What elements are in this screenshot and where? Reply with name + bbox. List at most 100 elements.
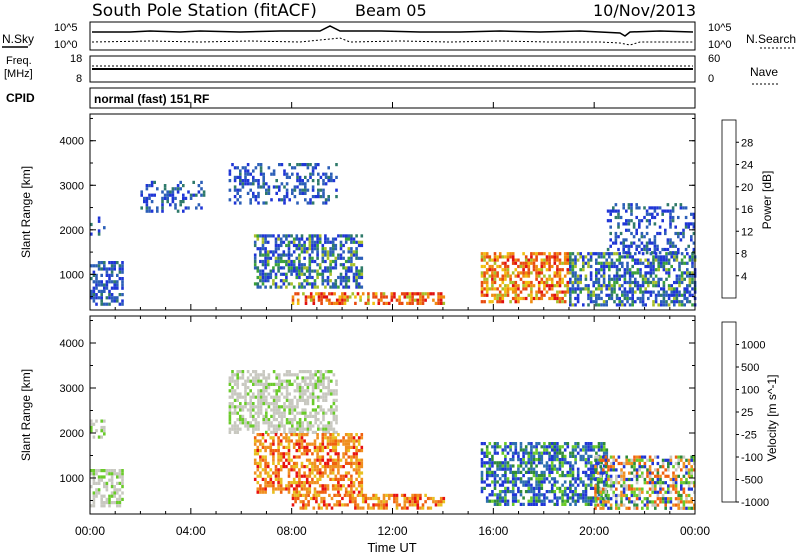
echo-cell xyxy=(625,455,628,459)
echo-cell xyxy=(639,300,642,304)
echo-cell xyxy=(633,458,636,462)
echo-cell xyxy=(558,280,562,285)
echo-cell xyxy=(92,296,96,300)
echo-cell xyxy=(579,493,583,497)
echo-cell xyxy=(277,237,280,241)
echo-cell xyxy=(357,458,361,462)
echo-cell xyxy=(635,455,639,459)
echo-cell xyxy=(291,298,295,302)
echo-cell xyxy=(582,268,585,272)
echo-region xyxy=(90,469,124,508)
echo-cell xyxy=(350,256,353,260)
echo-cell xyxy=(291,411,294,415)
echo-cell xyxy=(306,386,310,390)
echo-cell xyxy=(644,264,647,269)
echo-cell xyxy=(646,490,649,494)
echo-cell xyxy=(259,169,263,173)
echo-cell xyxy=(277,247,280,251)
echo-cell xyxy=(654,455,657,459)
echo-cell xyxy=(535,252,538,256)
echo-cell xyxy=(282,259,286,264)
echo-cell xyxy=(571,271,575,275)
echo-cell xyxy=(246,182,250,186)
echo-cell xyxy=(587,442,590,446)
echo-cell xyxy=(584,490,588,494)
echo-cell xyxy=(625,238,628,242)
echo-cell xyxy=(269,452,273,456)
echo-cell xyxy=(519,458,523,462)
echo-cell xyxy=(314,370,317,374)
echo-cell xyxy=(347,439,351,443)
echo-cell xyxy=(294,496,297,501)
echo-cell xyxy=(121,497,124,501)
echo-cell xyxy=(343,298,347,302)
echo-cell xyxy=(395,503,399,507)
echo-cell xyxy=(656,468,660,472)
echo-cell xyxy=(244,418,247,422)
echo-cell xyxy=(674,474,678,478)
echo-cell xyxy=(252,191,255,195)
echo-cell xyxy=(509,467,512,471)
echo-cell xyxy=(295,465,299,469)
echo-cell xyxy=(262,389,265,393)
echo-cell xyxy=(622,474,626,478)
echo-cell xyxy=(680,455,683,459)
echo-cell xyxy=(306,430,310,434)
echo-cell xyxy=(680,274,684,278)
echo-cell xyxy=(372,496,375,501)
echo-cell xyxy=(501,483,505,487)
echo-cell xyxy=(390,292,394,296)
echo-cell xyxy=(300,282,304,286)
echo-cell xyxy=(488,483,492,487)
echo-cell xyxy=(301,424,304,428)
echo-cell xyxy=(249,198,252,202)
echo-cell xyxy=(360,275,364,280)
echo-cell xyxy=(669,251,672,255)
echo-cell xyxy=(690,481,693,485)
echo-cell xyxy=(640,235,644,239)
echo-cell xyxy=(527,264,531,269)
echo-cell xyxy=(609,244,612,248)
echo-cell xyxy=(317,163,320,167)
echo-cell xyxy=(653,235,657,239)
echo-cell xyxy=(282,445,286,449)
echo-cell xyxy=(628,500,631,504)
echo-cell xyxy=(359,295,362,299)
echo-cell xyxy=(309,411,312,415)
echo-cell xyxy=(634,284,637,288)
echo-cell xyxy=(347,256,351,260)
echo-cell xyxy=(285,398,289,402)
echo-cell xyxy=(287,256,291,260)
echo-cell xyxy=(527,467,531,471)
echo-cell xyxy=(519,448,523,452)
echo-cell xyxy=(652,261,655,265)
echo-cell xyxy=(261,234,265,238)
echo-cell xyxy=(693,506,696,510)
echo-cell xyxy=(299,493,303,497)
echo-cell xyxy=(321,474,325,478)
echo-cell xyxy=(264,468,267,472)
echo-cell xyxy=(331,458,335,462)
echo-cell xyxy=(269,484,273,488)
echo-cell xyxy=(535,448,538,452)
echo-cell xyxy=(291,424,294,428)
echo-cell xyxy=(625,222,628,226)
echo-cell xyxy=(374,496,378,501)
echo-cell xyxy=(595,303,598,307)
echo-cell xyxy=(654,484,657,488)
echo-cell xyxy=(184,206,188,210)
echo-cell xyxy=(324,424,328,428)
echo-cell xyxy=(116,481,119,485)
echo-cell xyxy=(241,418,245,422)
echo-cell xyxy=(584,496,588,500)
echo-cell xyxy=(256,449,260,453)
echo-cell xyxy=(324,445,327,449)
echo-cell xyxy=(236,191,239,195)
echo-cell xyxy=(540,454,544,458)
echo-cell xyxy=(631,255,634,259)
echo-cell xyxy=(266,263,270,267)
echo-cell xyxy=(342,263,345,267)
echo-cell xyxy=(296,163,299,167)
echo-cell xyxy=(605,261,608,265)
echo-cell xyxy=(352,275,356,280)
